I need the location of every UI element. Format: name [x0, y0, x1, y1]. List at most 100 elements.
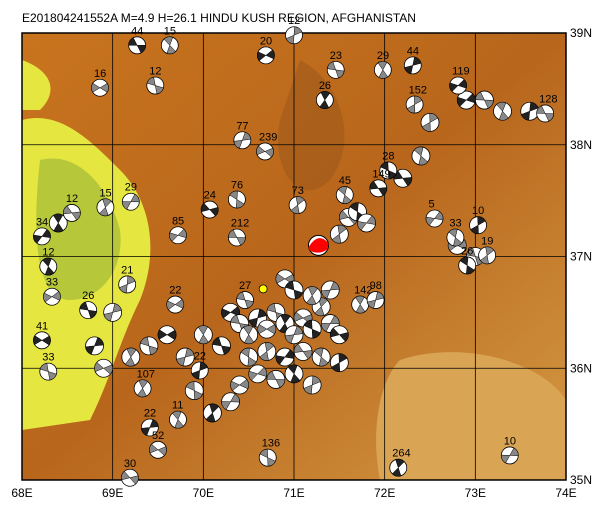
event-label: 15 — [164, 25, 176, 37]
focal-mechanism — [212, 336, 231, 356]
compressional-quadrant — [391, 458, 405, 477]
compressional-quadrant — [331, 353, 348, 372]
event-label: 77 — [236, 120, 248, 132]
event-label: 98 — [370, 280, 382, 292]
focal-mechanism — [520, 101, 540, 121]
focal-mechanism — [474, 90, 494, 110]
compressional-quadrant — [163, 36, 176, 55]
compressional-quadrant — [327, 61, 345, 79]
compressional-quadrant — [33, 335, 51, 346]
focal-mechanism — [420, 113, 440, 132]
x-tick-label: 70E — [193, 486, 214, 500]
compressional-quadrant — [303, 319, 321, 339]
focal-mechanism — [405, 95, 424, 114]
focal-mechanism — [425, 209, 444, 228]
focal-mechanism — [302, 319, 322, 339]
compressional-quadrant — [290, 196, 305, 214]
event-label: 33 — [46, 277, 58, 289]
focal-mechanism — [230, 375, 250, 395]
compressional-quadrant — [406, 95, 423, 114]
focal-mechanism — [140, 418, 159, 437]
compressional-quadrant — [313, 347, 329, 367]
compressional-quadrant — [205, 403, 220, 423]
compressional-quadrant — [287, 364, 301, 384]
compressional-quadrant — [191, 361, 208, 380]
compressional-quadrant — [248, 308, 267, 328]
event-label: 12 — [149, 66, 161, 78]
focal-mechanism — [311, 347, 331, 367]
focal-mechanism — [85, 336, 104, 356]
focal-mechanism — [120, 468, 139, 487]
compressional-quadrant — [380, 161, 397, 180]
focal-mechanism — [493, 101, 512, 121]
compressional-quadrant — [367, 291, 385, 309]
compressional-quadrant — [319, 91, 331, 109]
focal-mechanism — [456, 90, 476, 110]
focal-mechanism — [96, 198, 115, 217]
focal-mechanism — [200, 200, 219, 219]
event-label: 239 — [259, 131, 277, 143]
compressional-quadrant — [449, 79, 467, 92]
focal-mechanism — [366, 291, 385, 309]
focal-mechanism — [393, 168, 413, 188]
focal-mechanism — [329, 353, 349, 373]
compressional-quadrant — [33, 229, 51, 244]
focal-mechanism — [446, 228, 465, 247]
event-label: 11 — [172, 400, 183, 412]
focal-mechanism — [335, 186, 354, 204]
compressional-quadrant — [229, 190, 245, 209]
focal-mechanism — [128, 36, 147, 55]
focal-mechanism — [133, 379, 152, 398]
event-label: 52 — [152, 430, 164, 442]
focal-mechanism — [329, 224, 349, 244]
main-event — [307, 234, 329, 256]
compressional-quadrant — [355, 295, 366, 314]
event-label: 10 — [504, 435, 516, 447]
compressional-quadrant — [141, 419, 159, 436]
focal-mechanism — [190, 361, 209, 380]
compressional-quadrant — [140, 336, 158, 356]
compressional-quadrant — [475, 91, 494, 109]
focal-mechanism — [288, 196, 307, 214]
compressional-quadrant — [169, 228, 187, 242]
focal-mechanism — [227, 190, 246, 209]
focal-mechanism — [266, 370, 286, 389]
compressional-quadrant — [331, 224, 347, 244]
focal-mechanism — [118, 275, 137, 294]
compressional-quadrant — [172, 410, 184, 429]
event-label: 26 — [461, 245, 473, 257]
event-label: 27 — [239, 280, 251, 292]
compressional-quadrant — [149, 443, 167, 456]
event-label: 16 — [94, 68, 106, 80]
compressional-quadrant — [303, 375, 321, 395]
compressional-quadrant — [457, 93, 476, 107]
event-label: 44 — [131, 25, 143, 37]
station-marker — [258, 284, 268, 294]
focal-mechanism — [302, 375, 322, 395]
compressional-quadrant — [338, 186, 352, 204]
compressional-quadrant — [166, 299, 184, 311]
compressional-quadrant — [330, 327, 349, 342]
event-label: 28 — [382, 150, 394, 162]
event-label: 41 — [36, 320, 48, 332]
compressional-quadrant — [377, 61, 389, 79]
y-tick-label: 38N — [570, 138, 592, 152]
compressional-quadrant — [293, 343, 313, 360]
compressional-quadrant — [257, 324, 277, 335]
focal-mechanism — [48, 213, 68, 233]
focal-mechanism — [293, 342, 313, 361]
event-label: 24 — [204, 190, 216, 202]
event-label: 34 — [36, 216, 48, 228]
compressional-quadrant — [421, 113, 439, 132]
focal-mechanism — [236, 291, 254, 309]
compressional-quadrant — [413, 146, 429, 166]
focal-mechanism — [121, 192, 140, 211]
focal-mechanism — [258, 448, 277, 467]
focal-mechanism — [315, 91, 334, 109]
event-label: 119 — [452, 66, 470, 78]
event-label: 15 — [99, 187, 111, 199]
event-label: 33 — [449, 218, 461, 230]
compressional-quadrant — [91, 82, 109, 93]
event-label: 33 — [42, 352, 54, 364]
focal-mechanism — [411, 146, 431, 166]
